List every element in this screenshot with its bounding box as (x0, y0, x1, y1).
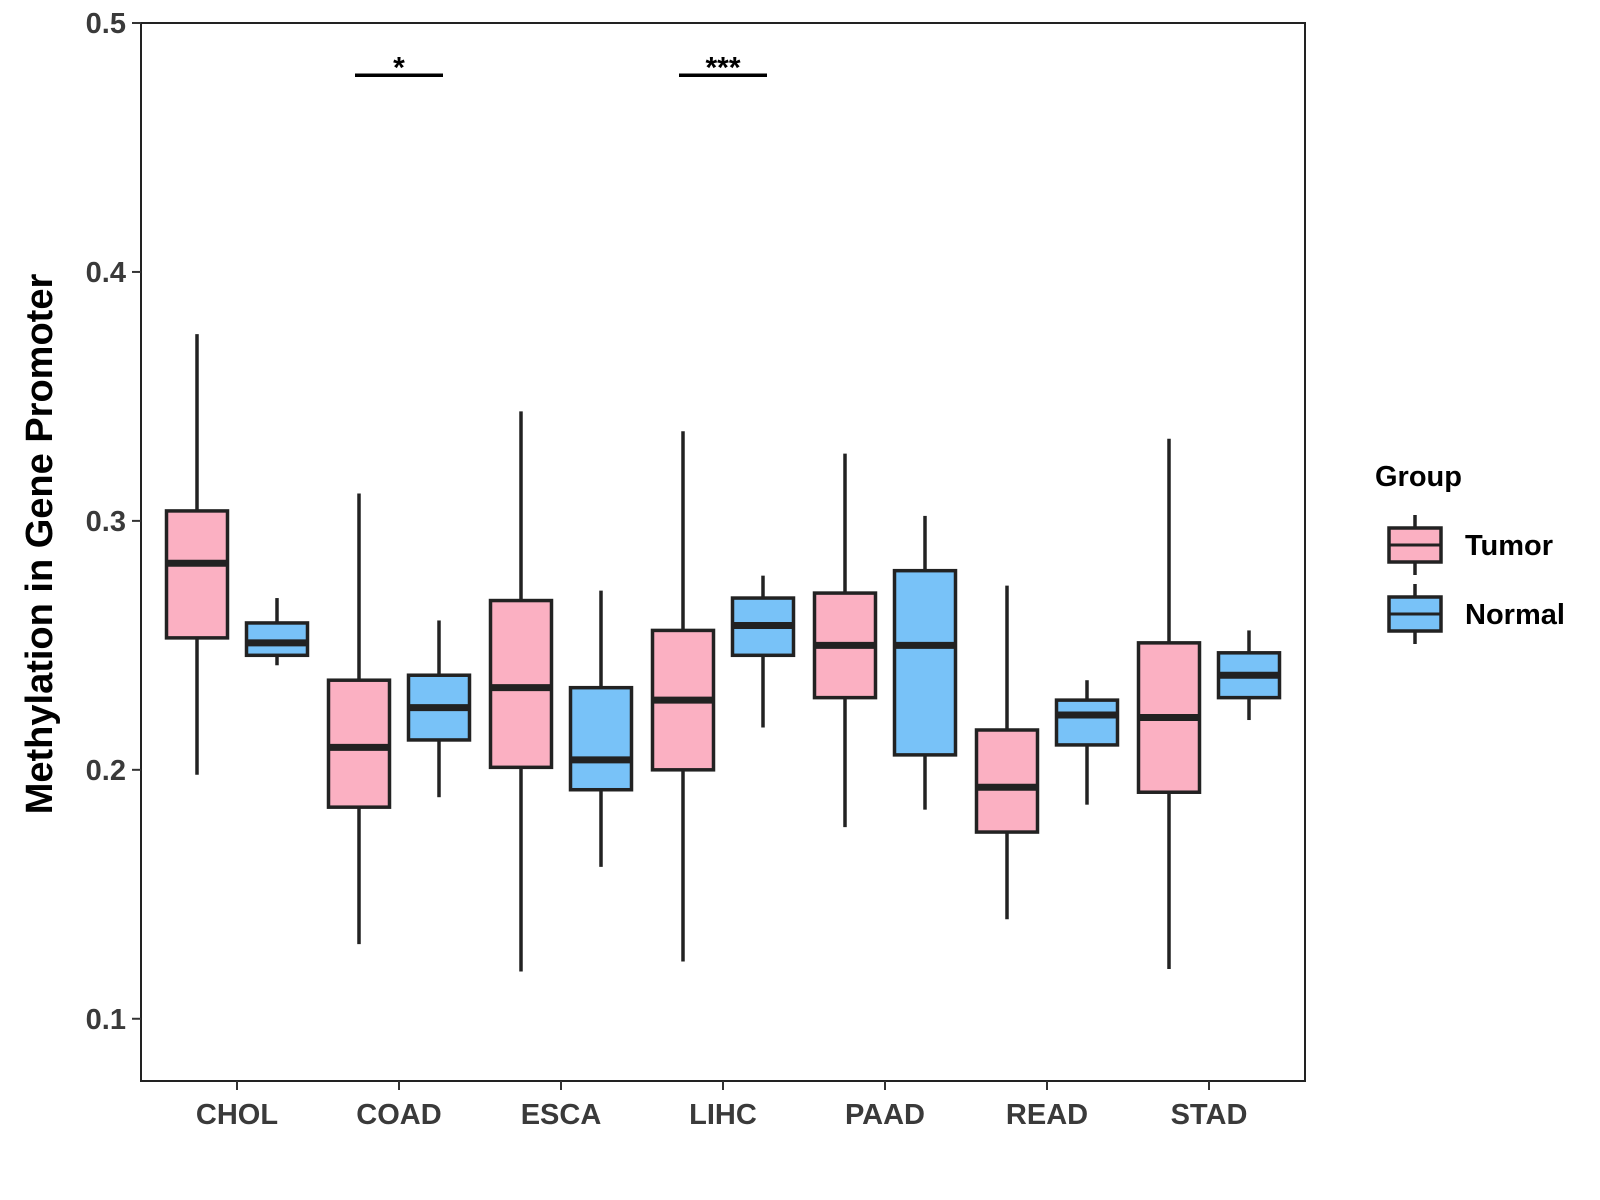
x-tick-label: STAD (1171, 1099, 1248, 1131)
plot-area: 0.1 0.2 0.3 0.4 0.5 CHOL COAD ESCA LIHC PAAD READ S… (86, 8, 1306, 1131)
y-tick-label: 0.2 (86, 755, 126, 787)
x-tick-label: LIHC (689, 1099, 757, 1131)
box-normal-lihc (730, 575, 796, 728)
legend-label: Normal (1465, 599, 1565, 631)
y-axis-title: Methylation in Gene Promoter (19, 274, 61, 815)
box-iqr (974, 728, 1040, 834)
legend-label: Tumor (1465, 530, 1553, 562)
box-normal-chol (244, 598, 310, 666)
box-iqr (244, 621, 310, 658)
box-iqr (1054, 698, 1120, 747)
box-normal-coad (406, 620, 472, 798)
box-tumor-lihc (650, 431, 716, 962)
y-tick-label: 0.4 (86, 257, 126, 289)
plot-border (140, 22, 1306, 1082)
x-tick-label: COAD (356, 1099, 441, 1131)
x-tick-label: CHOL (196, 1099, 278, 1131)
box-iqr (568, 685, 634, 792)
box-iqr (488, 598, 554, 770)
x-tick-label: PAAD (845, 1099, 925, 1131)
x-tick-label: READ (1006, 1099, 1088, 1131)
significance-label: * (393, 51, 405, 84)
box-tumor-stad (1136, 438, 1202, 969)
box-tumor-chol (164, 334, 230, 775)
y-tick-label: 0.3 (86, 506, 126, 538)
box-tumor-read (974, 585, 1040, 920)
box-iqr (326, 678, 392, 809)
box-iqr (892, 568, 958, 757)
box-normal-paad (892, 515, 958, 810)
box-tumor-coad (326, 493, 392, 945)
legend-item-normal: Normal (1387, 584, 1565, 644)
legend: Group Tumor Normal (1375, 461, 1565, 644)
legend-title: Group (1375, 461, 1462, 493)
box-iqr (164, 509, 230, 640)
box-tumor-paad (812, 453, 878, 828)
box-tumor-esca (488, 411, 554, 972)
box-normal-read (1054, 680, 1120, 805)
significance-label: *** (705, 51, 740, 84)
legend-item-tumor: Tumor (1387, 515, 1553, 575)
box-normal-esca (568, 590, 634, 867)
x-tick-label: ESCA (521, 1099, 602, 1131)
y-tick-label: 0.5 (86, 8, 126, 40)
legend-items: Tumor Normal (1387, 515, 1565, 644)
y-tick-label: 0.1 (86, 1004, 126, 1036)
box-normal-stad (1216, 630, 1282, 721)
